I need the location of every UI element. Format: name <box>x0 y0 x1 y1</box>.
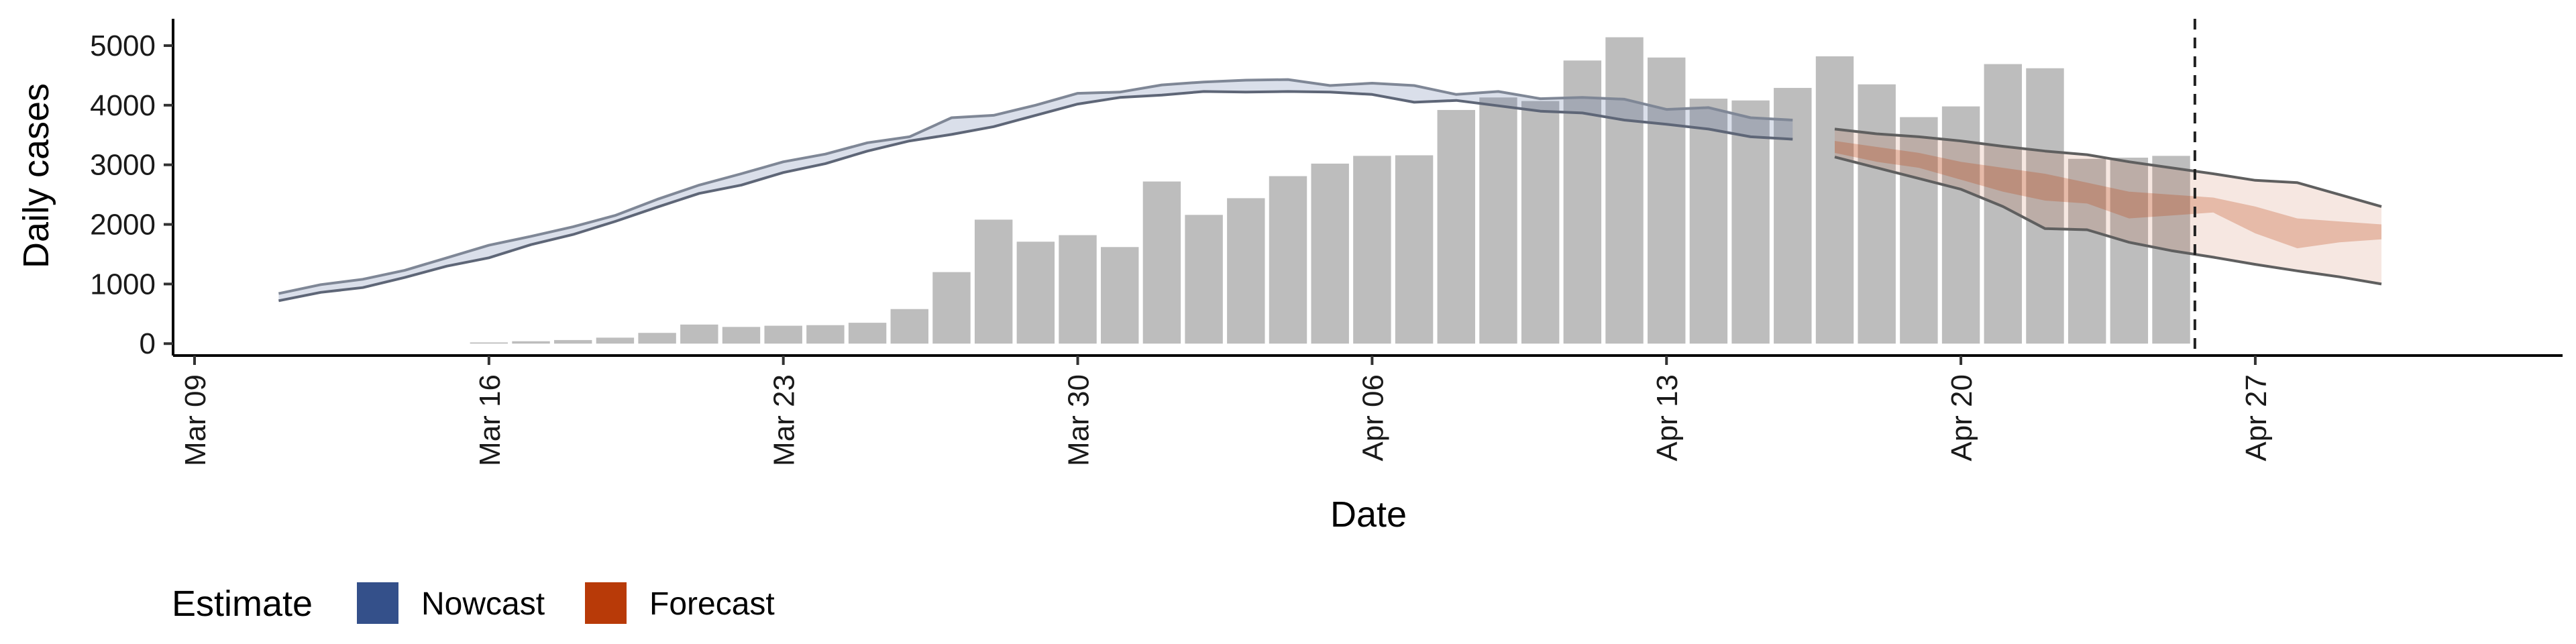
bar <box>764 325 802 344</box>
legend-label-forecast: Forecast <box>649 586 775 622</box>
x-tick-label: Apr 20 <box>1945 374 1978 462</box>
y-tick-label: 2000 <box>90 209 156 241</box>
y-tick-label: 0 <box>140 327 156 360</box>
ribbons-layer <box>278 79 2381 301</box>
y-tick-label: 1000 <box>90 268 156 301</box>
bars-layer <box>470 37 2190 344</box>
bar <box>2110 158 2149 344</box>
bar <box>596 337 635 344</box>
bar <box>1900 117 1938 344</box>
bar <box>1858 84 1896 344</box>
bar <box>1648 57 1686 344</box>
bar <box>512 341 550 344</box>
y-tick-label: 5000 <box>90 30 156 62</box>
forecast-band-90 <box>1835 129 2381 284</box>
bar <box>1815 56 1854 344</box>
legend: Estimate Nowcast Forecast <box>172 582 775 624</box>
bar <box>1269 176 1307 344</box>
bar <box>848 323 887 344</box>
bar <box>722 327 761 344</box>
x-tick-label: Apr 27 <box>2240 374 2273 462</box>
bar <box>1605 37 1644 344</box>
forecast-band-50 <box>1835 141 2381 249</box>
bar <box>1984 64 2022 344</box>
bar <box>1311 163 1349 344</box>
bar <box>890 309 928 344</box>
bar <box>1521 101 1560 344</box>
bar <box>1227 198 1265 344</box>
bar <box>1059 235 1097 344</box>
bar <box>1774 88 1812 344</box>
y-tick-label: 3000 <box>90 149 156 182</box>
outline-layer <box>278 78 2382 303</box>
bar <box>1479 97 1517 344</box>
bar <box>1101 247 1139 344</box>
bar <box>1185 215 1223 344</box>
legend-swatch-nowcast <box>357 582 398 624</box>
bar <box>974 219 1013 344</box>
bar <box>680 324 718 344</box>
x-tick-label: Mar 30 <box>1063 374 1095 466</box>
bar <box>554 339 592 344</box>
bar <box>1353 156 1391 344</box>
x-tick-label: Mar 16 <box>474 374 506 466</box>
bar <box>932 272 971 344</box>
x-tick-label: Mar 23 <box>768 374 801 466</box>
bar <box>1689 99 1728 344</box>
bar <box>1731 100 1770 344</box>
y-axis-title: Daily cases <box>16 83 56 268</box>
forecast-upper-line <box>1834 127 2382 208</box>
nowcast-lower-line <box>278 90 1793 303</box>
x-axis-title: Date <box>1330 494 1407 535</box>
bar <box>2068 158 2106 344</box>
bar <box>1395 155 1434 344</box>
bar <box>1016 241 1055 344</box>
axes-layer: 0 1000 2000 3000 4000 5000 Mar 09 Mar 16 Mar 23 M… <box>90 19 2563 466</box>
x-tick-label: Mar 09 <box>179 374 212 466</box>
bar <box>1437 109 1475 344</box>
bar <box>1142 181 1181 344</box>
bar <box>1563 60 1602 344</box>
legend-title: Estimate <box>172 584 313 624</box>
bar <box>806 325 845 344</box>
x-tick-label: Apr 13 <box>1651 374 1684 462</box>
bar <box>470 342 508 344</box>
nowcast-upper-line <box>278 78 1793 295</box>
x-tick-label: Apr 06 <box>1356 374 1389 462</box>
legend-swatch-forecast <box>585 582 627 624</box>
forecast-lower-line <box>1834 156 2382 286</box>
y-tick-label: 4000 <box>90 89 156 122</box>
bar <box>638 333 676 344</box>
legend-label-nowcast: Nowcast <box>421 586 545 622</box>
bar <box>1941 106 1980 344</box>
bar <box>2026 68 2064 344</box>
